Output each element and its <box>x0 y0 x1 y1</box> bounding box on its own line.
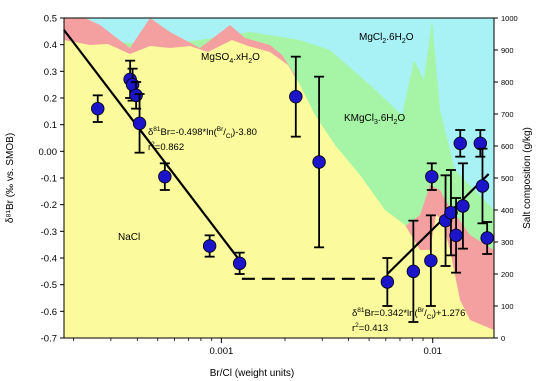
data-point <box>425 162 439 191</box>
label-nacl: NaCl <box>118 232 140 243</box>
x-axis-label: Br/Cl (weight units) <box>210 368 294 379</box>
point-marker <box>158 169 172 184</box>
point-marker <box>289 89 303 104</box>
data-point <box>456 162 470 250</box>
label-mgso4: MgSO4.xH2O <box>201 52 260 65</box>
salt-field-labels: NaCl MgSO4.xH2O KMgCl3.6H2O MgCl2.6H2O <box>118 32 414 243</box>
x-tick-label: 0.01 <box>423 346 442 357</box>
point-marker <box>456 199 470 213</box>
fit-equations: δ81Br=-0.498*ln(Br/Cl)-3.80 r2=0.862 δ81… <box>148 126 465 334</box>
label-mgcl2: MgCl2.6H2O <box>359 32 414 45</box>
y-tick-label: 0.5 <box>44 14 57 25</box>
y-tick-label: 0.4 <box>44 40 57 51</box>
point-marker <box>473 136 488 151</box>
y2-tick-label: 800 <box>501 78 514 87</box>
data-point <box>202 234 217 258</box>
label-kmgcl3: KMgCl3.6H2O <box>344 113 405 126</box>
point-marker <box>425 169 439 184</box>
point-marker <box>453 136 467 151</box>
point-marker <box>312 155 326 169</box>
r2-1: r2=0.862 <box>148 141 184 153</box>
y2-tick-label: 300 <box>501 238 514 247</box>
y2-tick-label: 500 <box>501 174 514 183</box>
y2-tick-label: 1000 <box>501 14 518 23</box>
fit-line-fit-1 <box>63 29 243 265</box>
point-marker <box>129 88 143 103</box>
point-marker <box>380 275 395 289</box>
fit-line-fit-2 <box>386 173 490 275</box>
y-tick-label: 0.1 <box>44 120 57 131</box>
data-point <box>453 129 467 158</box>
point-marker <box>444 205 458 220</box>
point-marker <box>406 264 421 279</box>
data-point <box>424 214 438 307</box>
y2-axis-label: Salt composition (g/kg) <box>522 127 533 229</box>
y-tick-label: -0.6 <box>41 307 57 318</box>
x-tick-label: 0.001 <box>209 346 233 357</box>
y2-tick-label: 0 <box>501 334 505 343</box>
data-point <box>475 147 490 225</box>
data-point <box>380 257 395 307</box>
y2-tick-label: 900 <box>501 46 514 55</box>
data-point <box>232 251 247 275</box>
y-tick-label: -0.2 <box>41 200 57 211</box>
y-tick-label: -0.3 <box>41 227 57 238</box>
data-point <box>91 94 105 123</box>
y-tick-label: 0.00 <box>39 147 58 158</box>
y-tick-label: 0.3 <box>44 67 57 78</box>
axes: 0.5 0.4 0.3 0.2 0.1 0.00 -0.1 -0.2 -0.3 -0.4 -0.5 -… <box>39 14 518 358</box>
y-tick-label: -0.1 <box>41 174 57 185</box>
equation-1: δ81Br=-0.498*ln(Br/Cl)-3.80 <box>148 126 257 140</box>
fit-lines <box>63 29 490 280</box>
y-axis-label: δ⁸¹Br (‰ vs. SMOB) <box>5 133 16 223</box>
point-marker <box>475 179 490 193</box>
point-marker <box>449 228 463 243</box>
point-marker <box>424 253 438 268</box>
y2-tick-label: 200 <box>501 270 514 279</box>
point-marker <box>480 231 494 245</box>
data-point <box>473 129 488 158</box>
point-marker <box>232 256 247 271</box>
data-point <box>312 75 326 249</box>
data-point <box>406 219 421 323</box>
point-marker <box>91 101 105 116</box>
y2-tick-label: 400 <box>501 206 514 215</box>
data-point <box>289 55 303 138</box>
y-tick-label: -0.5 <box>41 280 57 291</box>
y2-tick-label: 100 <box>501 302 514 311</box>
data-point <box>444 169 458 257</box>
data-points <box>91 55 494 323</box>
data-point <box>449 197 463 274</box>
point-marker <box>132 116 147 131</box>
data-point <box>158 162 172 191</box>
y2-tick-label: 700 <box>501 110 514 119</box>
data-point <box>132 93 147 154</box>
r2-2: r2=0.413 <box>352 322 388 334</box>
y2-tick-label: 600 <box>501 142 514 151</box>
y-tick-label: -0.7 <box>41 334 57 345</box>
equation-2: δ81Br=0.342*ln(Br/Cl)+1.276 <box>352 307 465 321</box>
y-tick-label: -0.4 <box>41 254 57 265</box>
y-tick-label: 0.2 <box>44 94 57 105</box>
point-marker <box>202 239 217 253</box>
data-point <box>480 221 494 255</box>
